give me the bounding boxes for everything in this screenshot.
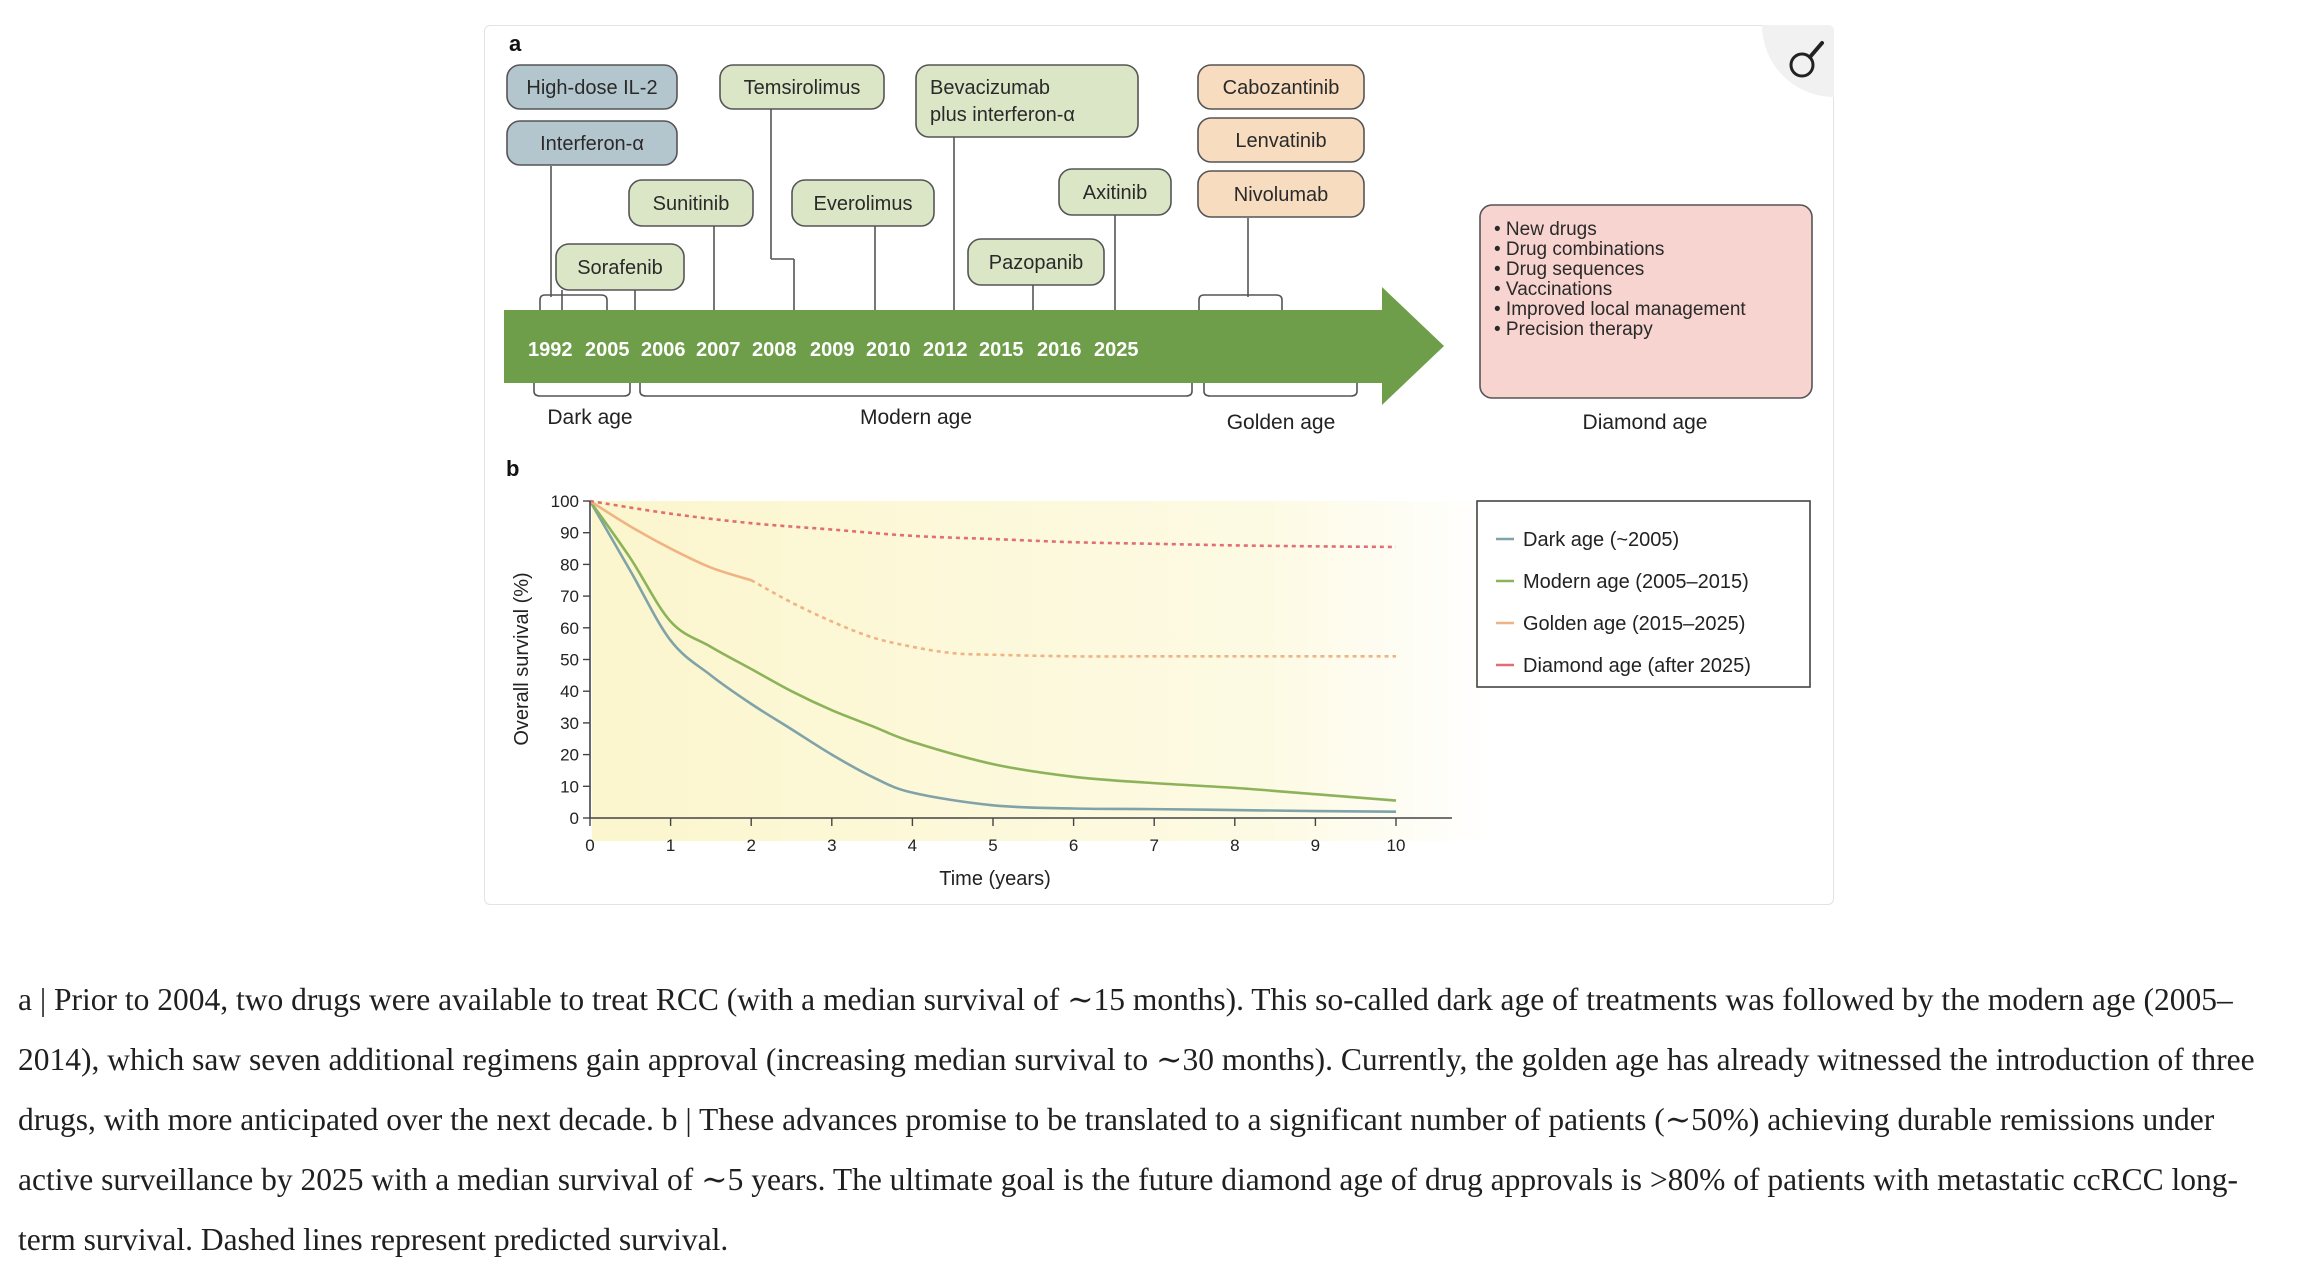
survival-chart xyxy=(588,499,1397,813)
series-line-0 xyxy=(588,500,1397,813)
drug-nivolumab: Nivolumab xyxy=(1234,184,1328,206)
year-label-2008: 2008 xyxy=(752,339,797,361)
year-label-2010: 2010 xyxy=(866,339,911,361)
timeline-years: 1992 2005 2006 2007 2008 2009 2010 2012 2015 2016… xyxy=(528,339,1139,361)
figure-graphic: a b 1992 2005 2006 2007 2008 2009 2010 2012 2015… xyxy=(504,31,1813,890)
drug-sunitinib: Sunitinib xyxy=(653,193,730,215)
x-tick-label: 7 xyxy=(1149,836,1158,855)
y-tick-label: 30 xyxy=(560,714,579,733)
x-tick-label: 8 xyxy=(1230,836,1239,855)
year-label-2006: 2006 xyxy=(641,339,686,361)
y-axis-ticks: 0 10 20 30 40 50 60 70 80 90 100 xyxy=(551,492,590,828)
drug-temsirolimus: Temsirolimus xyxy=(744,77,861,99)
series-line-2-observed xyxy=(589,499,752,582)
x-tick-label: 5 xyxy=(988,836,997,855)
year-label-2015: 2015 xyxy=(979,339,1024,361)
x-tick-label: 6 xyxy=(1069,836,1078,855)
plot-background xyxy=(592,501,1494,841)
legend-label: Golden age (2015–2025) xyxy=(1523,613,1745,635)
drug-interferon: Interferon-α xyxy=(540,133,644,155)
year-label-2016: 2016 xyxy=(1037,339,1082,361)
diamond-item: • Precision therapy xyxy=(1494,319,1653,340)
legend-items: Dark age (~2005) Modern age (2005–2015) Go… xyxy=(1496,529,1751,677)
magnifier-icon xyxy=(1789,41,1824,78)
panel-b-label: b xyxy=(506,456,519,481)
legend-label: Modern age (2005–2015) xyxy=(1523,571,1749,593)
x-tick-label: 9 xyxy=(1311,836,1320,855)
x-tick-label: 3 xyxy=(827,836,836,855)
drug-il2: High-dose IL-2 xyxy=(526,77,657,99)
x-axis-ticks: 0 1 2 3 4 5 6 7 8 9 10 xyxy=(585,818,1405,855)
diamond-item: • Vaccinations xyxy=(1494,279,1612,300)
y-tick-label: 10 xyxy=(560,777,579,796)
y-tick-label: 0 xyxy=(570,809,579,828)
legend-label: Dark age (~2005) xyxy=(1523,529,1679,551)
diamond-item: • Improved local management xyxy=(1494,299,1746,320)
legend-label: Diamond age (after 2025) xyxy=(1523,655,1751,677)
x-axis-label: Time (years) xyxy=(939,868,1050,890)
year-label-2012: 2012 xyxy=(923,339,968,361)
y-tick-label: 80 xyxy=(560,555,579,574)
drug-lenvatinib: Lenvatinib xyxy=(1235,130,1326,152)
drug-boxes: High-dose IL-2 Interferon-α Sorafenib Su… xyxy=(506,64,1365,291)
series-line-1 xyxy=(588,500,1397,802)
figure-caption: a | Prior to 2004, two drugs were availa… xyxy=(18,982,2255,1257)
timeline-arrow xyxy=(504,287,1444,405)
era-dark: Dark age xyxy=(547,406,632,429)
drug-pazopanib: Pazopanib xyxy=(989,252,1084,274)
era-diamond: Diamond age xyxy=(1583,411,1708,434)
drug-bevacizumab: Bevacizumab xyxy=(930,77,1050,99)
drug-cabozantinib: Cabozantinib xyxy=(1223,77,1340,99)
series-line-2-predicted xyxy=(750,579,1396,658)
drug-sorafenib: Sorafenib xyxy=(577,257,663,279)
drug-axitinib: Axitinib xyxy=(1083,182,1147,204)
drug-everolimus: Everolimus xyxy=(814,193,913,215)
x-tick-label: 4 xyxy=(908,836,917,855)
drug-bevacizumab-suffix: plus interferon-α xyxy=(930,104,1075,126)
diamond-age-list: • New drugs• Drug combinations• Drug seq… xyxy=(1494,219,1746,340)
y-tick-label: 40 xyxy=(560,682,579,701)
year-label-2005: 2005 xyxy=(585,339,630,361)
y-tick-label: 60 xyxy=(560,619,579,638)
year-label-1992: 1992 xyxy=(528,339,573,361)
panel-a-label: a xyxy=(509,31,522,56)
series-line-3 xyxy=(589,499,1397,549)
y-tick-label: 50 xyxy=(560,651,579,670)
x-tick-label: 1 xyxy=(666,836,675,855)
x-tick-label: 2 xyxy=(746,836,755,855)
timeline-connectors xyxy=(533,108,1358,397)
y-tick-label: 90 xyxy=(560,524,579,543)
diamond-item: • Drug combinations xyxy=(1494,239,1664,260)
x-tick-label: 0 xyxy=(585,836,594,855)
y-tick-label: 20 xyxy=(560,746,579,765)
diamond-item: • New drugs xyxy=(1494,219,1597,240)
x-tick-label: 10 xyxy=(1387,836,1406,855)
y-axis-label: Overall survival (%) xyxy=(511,572,533,745)
y-tick-label: 100 xyxy=(551,492,579,511)
year-label-2007: 2007 xyxy=(696,339,741,361)
y-tick-label: 70 xyxy=(560,587,579,606)
year-label-2025: 2025 xyxy=(1094,339,1139,361)
era-modern: Modern age xyxy=(860,406,972,429)
era-golden: Golden age xyxy=(1227,411,1336,434)
legend xyxy=(1476,500,1811,688)
diamond-item: • Drug sequences xyxy=(1494,259,1644,280)
diamond-age-box xyxy=(1479,204,1813,399)
year-label-2009: 2009 xyxy=(810,339,855,361)
